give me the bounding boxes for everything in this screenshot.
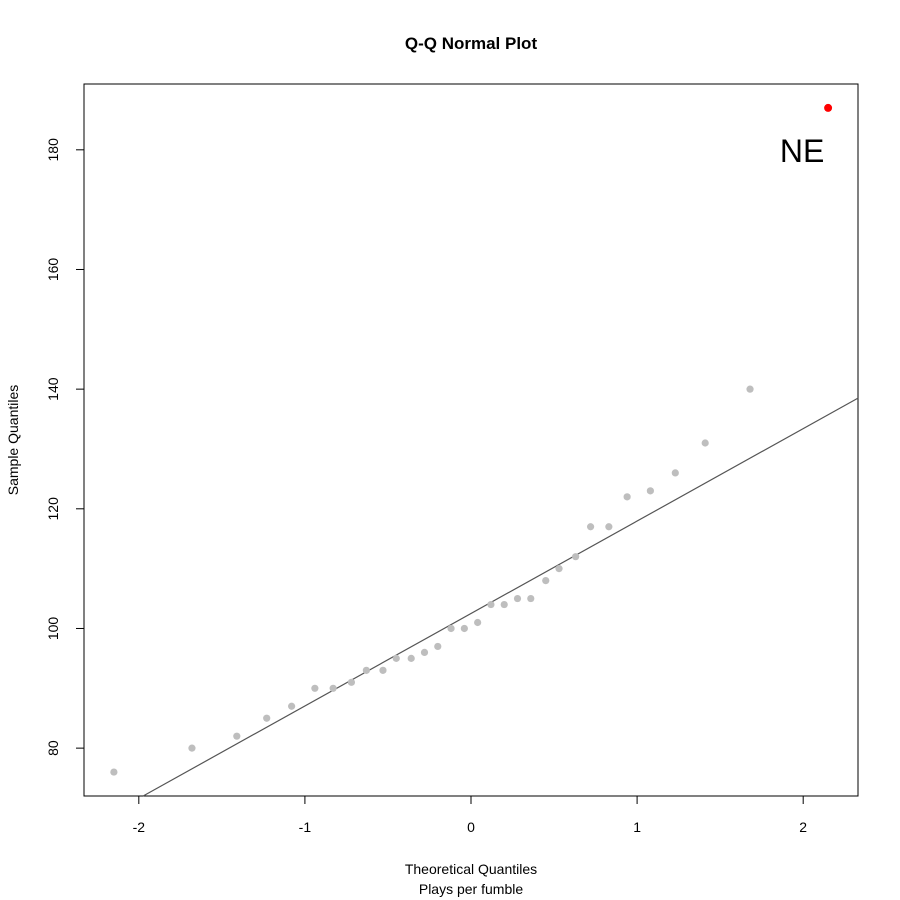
chart-title: Q-Q Normal Plot (405, 34, 538, 53)
y-tick-label: 80 (45, 740, 61, 756)
data-point (407, 654, 415, 662)
data-point (623, 493, 631, 501)
reference-line (142, 397, 859, 797)
data-point (605, 523, 613, 531)
data-point (311, 684, 319, 692)
x-axis-sublabel: Plays per fumble (419, 881, 523, 897)
y-tick-label: 120 (45, 497, 61, 521)
data-point (555, 565, 563, 573)
x-tick-label: 0 (467, 819, 475, 835)
y-axis-label: Sample Quantiles (5, 385, 21, 496)
data-point (586, 523, 595, 531)
data-point (188, 744, 196, 752)
data-point (487, 600, 495, 609)
x-axis-label: Theoretical Quantiles (405, 861, 537, 877)
data-point (392, 654, 400, 662)
data-point (527, 594, 535, 603)
data-point (288, 702, 296, 710)
data-point (233, 732, 241, 740)
data-point (110, 768, 118, 776)
sample-points (110, 385, 754, 776)
data-point (746, 385, 754, 393)
data-point (329, 684, 337, 692)
x-tick-label: 2 (799, 819, 807, 835)
data-point (542, 577, 550, 585)
x-tick-label: -1 (299, 819, 312, 835)
data-point (263, 714, 271, 722)
data-point (513, 594, 522, 603)
plot-frame (83, 83, 859, 797)
y-tick-label: 160 (45, 258, 61, 282)
highlight-label: NE (780, 133, 824, 169)
data-point (379, 666, 387, 674)
data-point (500, 600, 508, 609)
data-point (474, 618, 482, 627)
highlight-point (824, 103, 833, 112)
data-point (572, 553, 580, 561)
y-tick-label: 100 (45, 617, 61, 641)
x-tick-label: 1 (633, 819, 641, 835)
x-tick-label: -2 (133, 819, 146, 835)
y-axis: 80 100 120 140 160 180 (45, 138, 84, 756)
data-point (362, 666, 370, 674)
data-point (447, 624, 455, 633)
data-point (347, 678, 356, 686)
data-point (420, 648, 429, 657)
data-point (646, 487, 654, 495)
data-point (434, 642, 442, 651)
data-point (701, 439, 709, 447)
y-tick-label: 140 (45, 377, 61, 401)
data-point (671, 469, 679, 477)
x-axis: -2 -1 0 1 2 (133, 796, 807, 835)
data-point (460, 624, 468, 633)
y-tick-label: 180 (45, 138, 61, 162)
